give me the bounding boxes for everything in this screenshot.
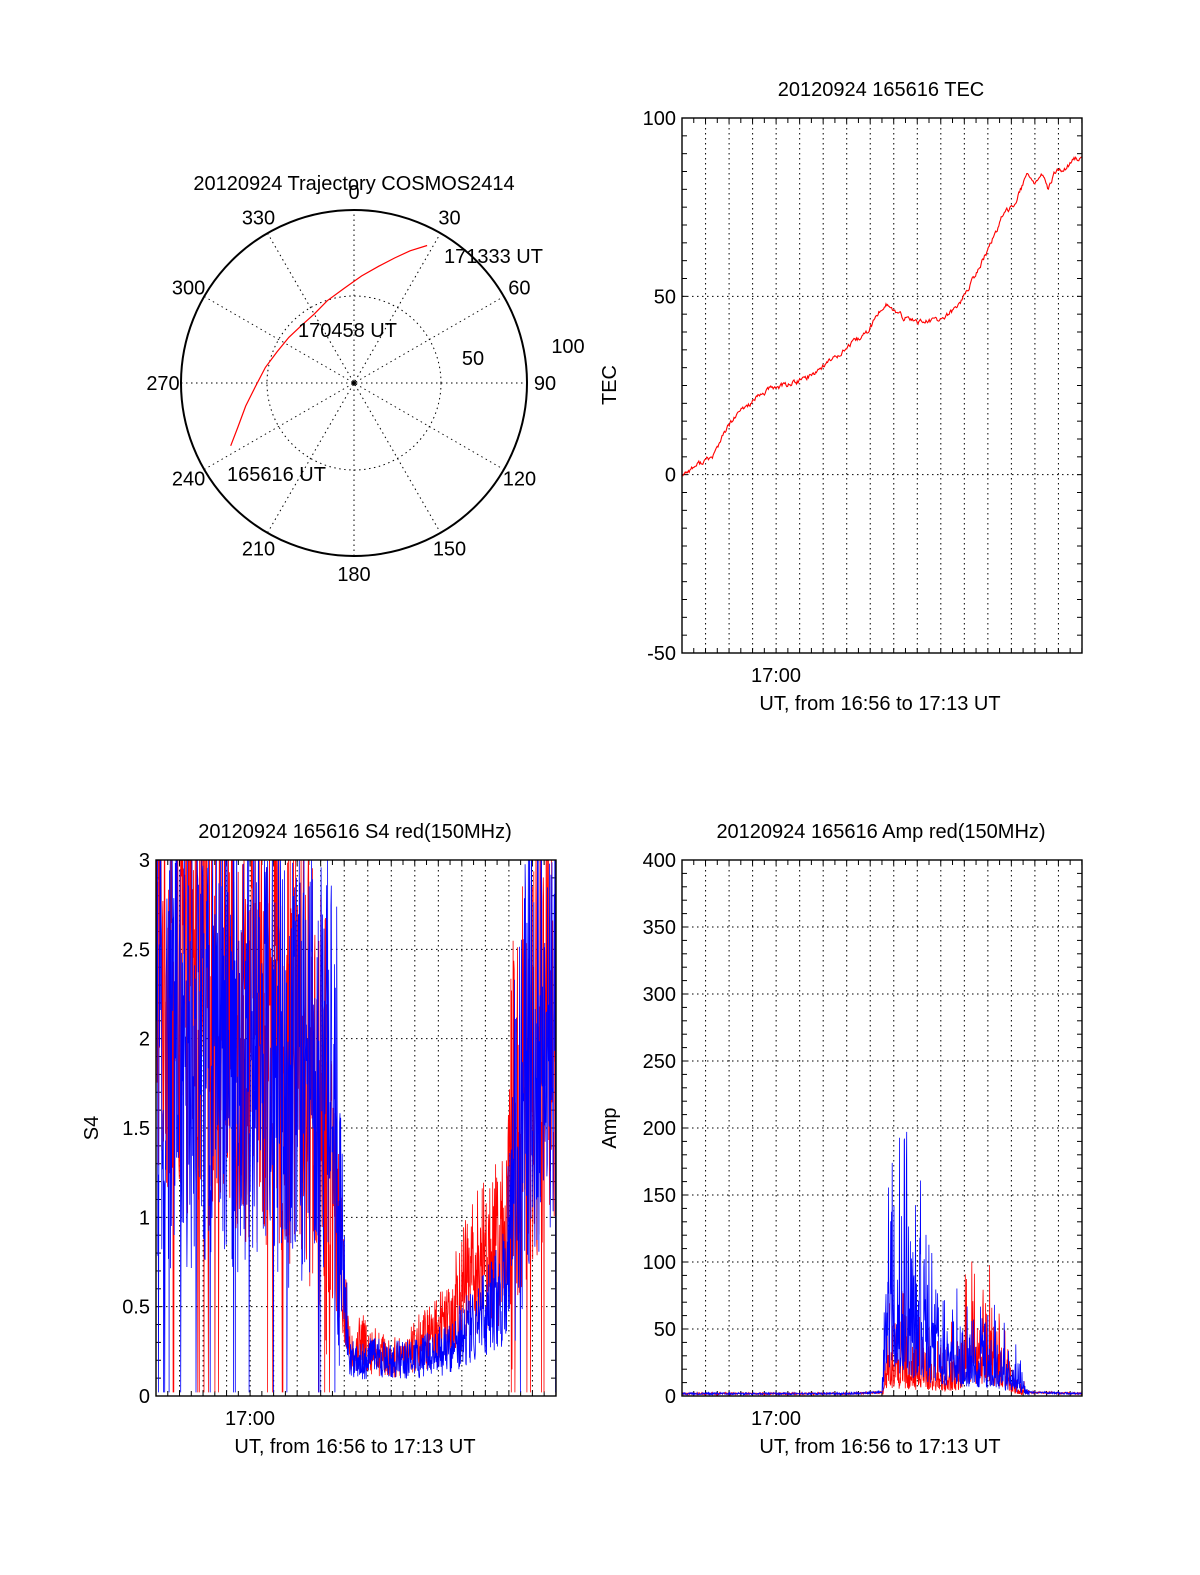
s4-y-tick-label: 0 (139, 1386, 150, 1408)
tec-title: 20120924 165616 TEC (778, 79, 984, 101)
s4-y-tick-label: 0.5 (122, 1297, 150, 1319)
polar-radial-label-100: 100 (551, 336, 584, 358)
polar-center (352, 381, 356, 385)
tec-x-tick-1700: 17:00 (751, 665, 801, 687)
tec-plot-frame (681, 117, 1083, 654)
amp-y-tick-label: 100 (643, 1252, 676, 1274)
polar-azimuth-labels: 0 30 60 90 120 150 180 210 240 270 300 330 (146, 182, 556, 586)
amp-x-axis-label: UT, from 16:56 to 17:13 UT (759, 1436, 1000, 1458)
tec-y-tick-label: 0 (665, 465, 676, 487)
s4-y-tick-labels: 0 0.5 1 1.5 2 2.5 3 (122, 850, 150, 1408)
s4-x-tick-1700: 17:00 (225, 1408, 275, 1430)
track-mid-time: 170458 UT (298, 320, 397, 342)
tec-panel: 20120924 165616 TEC -50 0 50 100 17:00 UT, … (599, 79, 1083, 715)
polar-azimuth-label-150: 150 (433, 538, 466, 560)
amp-grid (682, 860, 1082, 1396)
trajectory-panel: 20120924 Trajectory COSMOS2414 0 30 60 90 12… (146, 173, 584, 586)
polar-azimuth-label-240: 240 (172, 469, 205, 491)
amp-y-axis-label: Amp (599, 1107, 621, 1148)
polar-azimuth-label-60: 60 (508, 278, 530, 300)
polar-azimuth-label-30: 30 (438, 208, 460, 230)
amp-series (682, 1131, 1082, 1396)
amp-y-tick-label: 150 (643, 1185, 676, 1207)
s4-series (156, 860, 556, 1393)
s4-series-blue (156, 860, 556, 1393)
polar-azimuth-label-270: 270 (146, 373, 179, 395)
tec-y-tick-label: 100 (643, 108, 676, 130)
s4-y-axis-label: S4 (81, 1116, 103, 1140)
tec-minor-ticks (681, 117, 1083, 654)
tec-y-tick-label: 50 (654, 286, 676, 308)
amp-y-tick-label: 0 (665, 1386, 676, 1408)
track-end-time: 171333 UT (444, 246, 543, 268)
s4-title: 20120924 165616 S4 red(150MHz) (198, 821, 512, 843)
amp-title: 20120924 165616 Amp red(150MHz) (716, 821, 1045, 843)
trajectory-track (230, 244, 428, 447)
polar-azimuth-label-90: 90 (534, 373, 556, 395)
s4-y-tick-label: 2.5 (122, 939, 150, 961)
tec-grid (682, 118, 1082, 653)
amp-plot-frame (681, 859, 1083, 1397)
tec-x-axis-label: UT, from 16:56 to 17:13 UT (759, 693, 1000, 715)
amp-y-tick-label: 50 (654, 1319, 676, 1341)
amp-y-tick-labels: 0 50 100 150 200 250 300 350 400 (643, 850, 676, 1408)
s4-y-tick-label: 1.5 (122, 1118, 150, 1140)
tec-series-red (682, 156, 1082, 477)
s4-plot-frame (155, 859, 557, 1397)
trajectory-title: 20120924 Trajectory COSMOS2414 (193, 173, 514, 195)
s4-y-tick-label: 1 (139, 1207, 150, 1229)
polar-azimuth-label-120: 120 (503, 469, 536, 491)
amp-series-blue (682, 1131, 1082, 1396)
polar-azimuth-label-210: 210 (242, 538, 275, 560)
polar-radial-label-50: 50 (462, 348, 484, 370)
amp-y-tick-label: 300 (643, 984, 676, 1006)
amp-y-tick-label: 250 (643, 1051, 676, 1073)
tec-series (682, 156, 1082, 477)
amp-x-tick-1700: 17:00 (751, 1408, 801, 1430)
amp-panel: 20120924 165616 Amp red(150MHz) 0 50 100 15… (599, 821, 1083, 1458)
s4-panel: 20120924 165616 S4 red(150MHz) 0 0.5 1 1.5 2… (81, 821, 557, 1458)
track-start-time: 165616 UT (227, 464, 326, 486)
s4-grid (156, 860, 556, 1396)
amp-y-tick-label: 350 (643, 917, 676, 939)
tec-y-axis-label: TEC (599, 365, 621, 405)
polar-azimuth-label-300: 300 (172, 278, 205, 300)
amp-y-tick-label: 400 (643, 850, 676, 872)
s4-x-axis-label: UT, from 16:56 to 17:13 UT (234, 1436, 475, 1458)
tec-y-tick-labels: -50 0 50 100 (643, 108, 676, 665)
amp-y-tick-label: 200 (643, 1118, 676, 1140)
s4-y-tick-label: 2 (139, 1029, 150, 1051)
polar-azimuth-label-0: 0 (348, 182, 359, 204)
tec-y-tick-label: -50 (647, 643, 676, 665)
polar-azimuth-label-180: 180 (337, 564, 370, 586)
polar-azimuth-label-330: 330 (242, 208, 275, 230)
s4-y-tick-label: 3 (139, 850, 150, 872)
